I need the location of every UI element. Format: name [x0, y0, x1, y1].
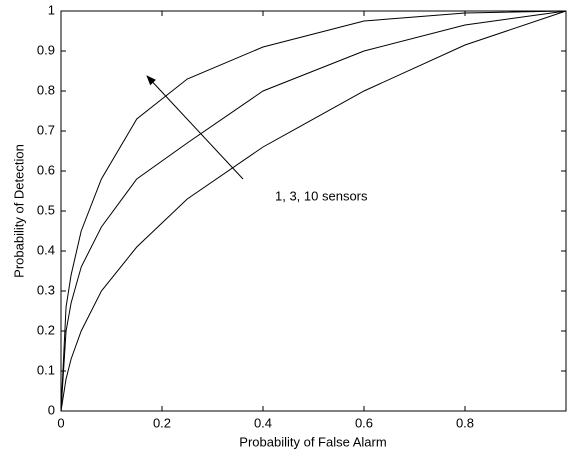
y-tick-label: 0.5 [37, 202, 55, 217]
x-tick-label: 0.4 [254, 415, 272, 430]
x-tick-label: 0 [57, 415, 64, 430]
x-tick-label: 0.6 [355, 415, 373, 430]
y-tick-label: 1 [48, 2, 55, 17]
y-tick-label: 0.8 [37, 82, 55, 97]
y-tick-label: 0.7 [37, 122, 55, 137]
y-tick-label: 0 [48, 402, 55, 417]
y-tick-label: 0.6 [37, 162, 55, 177]
line-series [60, 10, 567, 412]
y-tick-label: 0.2 [37, 322, 55, 337]
line-series [60, 10, 567, 412]
y-tick-label: 0.3 [37, 282, 55, 297]
y-axis-label: Probability of Detection [11, 144, 26, 278]
annotation-arrow [146, 75, 244, 180]
y-tick-label: 0.1 [37, 362, 55, 377]
x-tick-label: 0.8 [456, 415, 474, 430]
line-series [60, 10, 567, 412]
annotation: 1, 3, 10 sensors [275, 188, 368, 203]
y-tick-label: 0.4 [37, 242, 55, 257]
x-axis-label: Probability of False Alarm [239, 434, 386, 449]
x-tick-label: 0.2 [153, 415, 171, 430]
y-tick-label: 0.9 [37, 42, 55, 57]
